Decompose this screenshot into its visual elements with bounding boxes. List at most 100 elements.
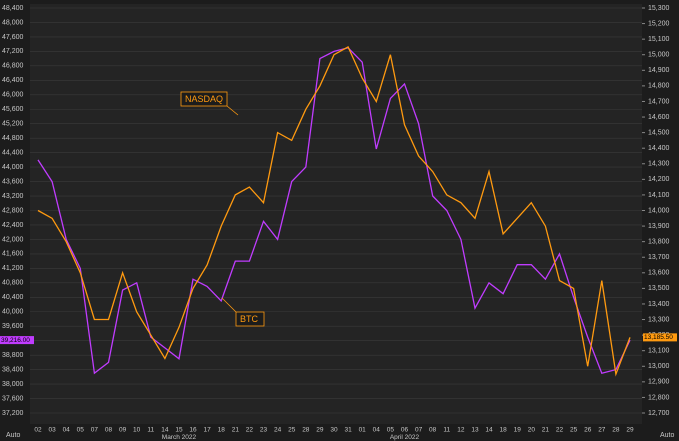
y2-tick-label: 13,400 [648, 301, 670, 308]
x-tick-label: 29 [626, 427, 634, 434]
x-tick-label: 22 [556, 427, 564, 434]
x-tick-label: 06 [401, 427, 409, 434]
y2-tick-label: 14,200 [648, 176, 670, 183]
y-tick-label: 38,400 [2, 366, 24, 373]
x-tick-label: 14 [161, 427, 169, 434]
y2-tick-label: 14,300 [648, 161, 670, 168]
x-tick-label: 05 [387, 427, 395, 434]
x-tick-label: 01 [359, 427, 367, 434]
x-tick-label: 10 [133, 427, 141, 434]
last-value-badge [0, 336, 34, 345]
y-tick-label: 42,800 [2, 207, 24, 214]
label-box [180, 91, 228, 107]
x-tick-label: 14 [485, 427, 493, 434]
y2-tick-label: 14,600 [648, 114, 670, 121]
y2-tick-label: 12,900 [648, 379, 670, 386]
y-tick-label: 38,800 [2, 352, 24, 359]
x-tick-label: 18 [500, 427, 508, 434]
y-tick-label: 48,000 [2, 19, 24, 26]
y-tick-label: 42,000 [2, 236, 24, 243]
y-tick-label: 44,000 [2, 164, 24, 171]
x-tick-label: 08 [429, 427, 437, 434]
y-tick-label: 47,200 [2, 48, 24, 55]
last-value-label: 39,216.00 [1, 337, 30, 344]
y-tick-label: 40,000 [2, 309, 24, 316]
x-tick-label: 21 [542, 427, 550, 434]
y2-tick-label: 13,300 [648, 316, 670, 323]
y2-tick-label: 14,400 [648, 145, 670, 152]
x-tick-label: 11 [443, 427, 450, 434]
y-tick-label: 41,200 [2, 265, 24, 272]
x-tick-label: 04 [373, 427, 381, 434]
y-tick-label: 37,600 [2, 395, 24, 402]
x-tick-label: 05 [77, 427, 85, 434]
y2-tick-label: 15,300 [648, 5, 670, 12]
y-tick-label: 41,600 [2, 251, 24, 258]
y2-tick-label: 12,800 [648, 394, 670, 401]
y2-tick-label: 13,500 [648, 285, 670, 292]
y2-tick-label: 15,000 [648, 52, 670, 59]
x-tick-label: 03 [48, 427, 56, 434]
y2-tick-label: 15,200 [648, 20, 670, 27]
x-tick-label: 27 [598, 427, 606, 434]
y-tick-label: 44,800 [2, 135, 24, 142]
month-label: April 2022 [390, 434, 420, 441]
x-tick-label: 28 [302, 427, 310, 434]
y-tick-label: 46,000 [2, 92, 24, 99]
x-tick-label: 07 [415, 427, 423, 434]
x-tick-label: 02 [34, 427, 42, 434]
y-tick-label: 45,600 [2, 106, 24, 113]
x-tick-label: 17 [204, 427, 212, 434]
y-tick-label: 46,800 [2, 63, 24, 70]
x-tick-label: 11 [147, 427, 154, 434]
y2-tick-label: 13,900 [648, 223, 670, 230]
x-tick-label: 04 [63, 427, 71, 434]
y-tick-label: 44,400 [2, 149, 24, 156]
plot-area [30, 4, 642, 424]
label-connector [221, 297, 237, 313]
x-tick-label: 09 [119, 427, 127, 434]
x-tick-label: 20 [528, 427, 536, 434]
x-tick-label: 24 [274, 427, 282, 434]
x-tick-label: 16 [189, 427, 197, 434]
series-line [37, 45, 631, 377]
y2-tick-label: 13,000 [648, 363, 670, 370]
x-tick-label: 29 [316, 427, 324, 434]
last-value-label: 13,185.50 [644, 334, 673, 341]
y2-tick-label: 12,700 [648, 410, 670, 417]
axis-mode: Auto [660, 432, 675, 439]
x-tick-label: 18 [218, 427, 226, 434]
x-tick-label: 15 [175, 427, 183, 434]
x-tick-label: 21 [232, 427, 240, 434]
y2-tick-label: 14,500 [648, 129, 670, 136]
x-tick-label: 12 [457, 427, 465, 434]
legend-label: NASDAQ [185, 94, 223, 104]
y-tick-label: 38,000 [2, 381, 24, 388]
y2-tick-label: 14,000 [648, 207, 670, 214]
y-tick-label: 40,800 [2, 280, 24, 287]
y2-tick-label: 13,100 [648, 348, 670, 355]
y2-tick-label: 13,600 [648, 270, 670, 277]
y2-tick-label: 14,800 [648, 83, 670, 90]
y2-tick-label: 14,700 [648, 98, 670, 105]
y2-tick-label: 15,100 [648, 36, 670, 43]
y-tick-label: 45,200 [2, 121, 24, 128]
x-tick-label: 25 [570, 427, 578, 434]
y-tick-label: 46,400 [2, 77, 24, 84]
y-tick-label: 43,600 [2, 178, 24, 185]
axis-mode: Auto [6, 432, 21, 439]
x-tick-label: 08 [105, 427, 113, 434]
x-tick-label: 28 [612, 427, 620, 434]
y2-tick-label: 13,700 [648, 254, 670, 261]
y-tick-label: 47,600 [2, 34, 24, 41]
label-box [235, 311, 265, 327]
y2-tick-label: 13,800 [648, 238, 670, 245]
label-connector [226, 105, 239, 116]
y-tick-label: 42,400 [2, 222, 24, 229]
x-tick-label: 31 [344, 427, 352, 434]
x-tick-label: 25 [288, 427, 296, 434]
legend-label: BTC [240, 314, 259, 324]
x-tick-label: 13 [471, 427, 479, 434]
series-line [37, 47, 631, 375]
